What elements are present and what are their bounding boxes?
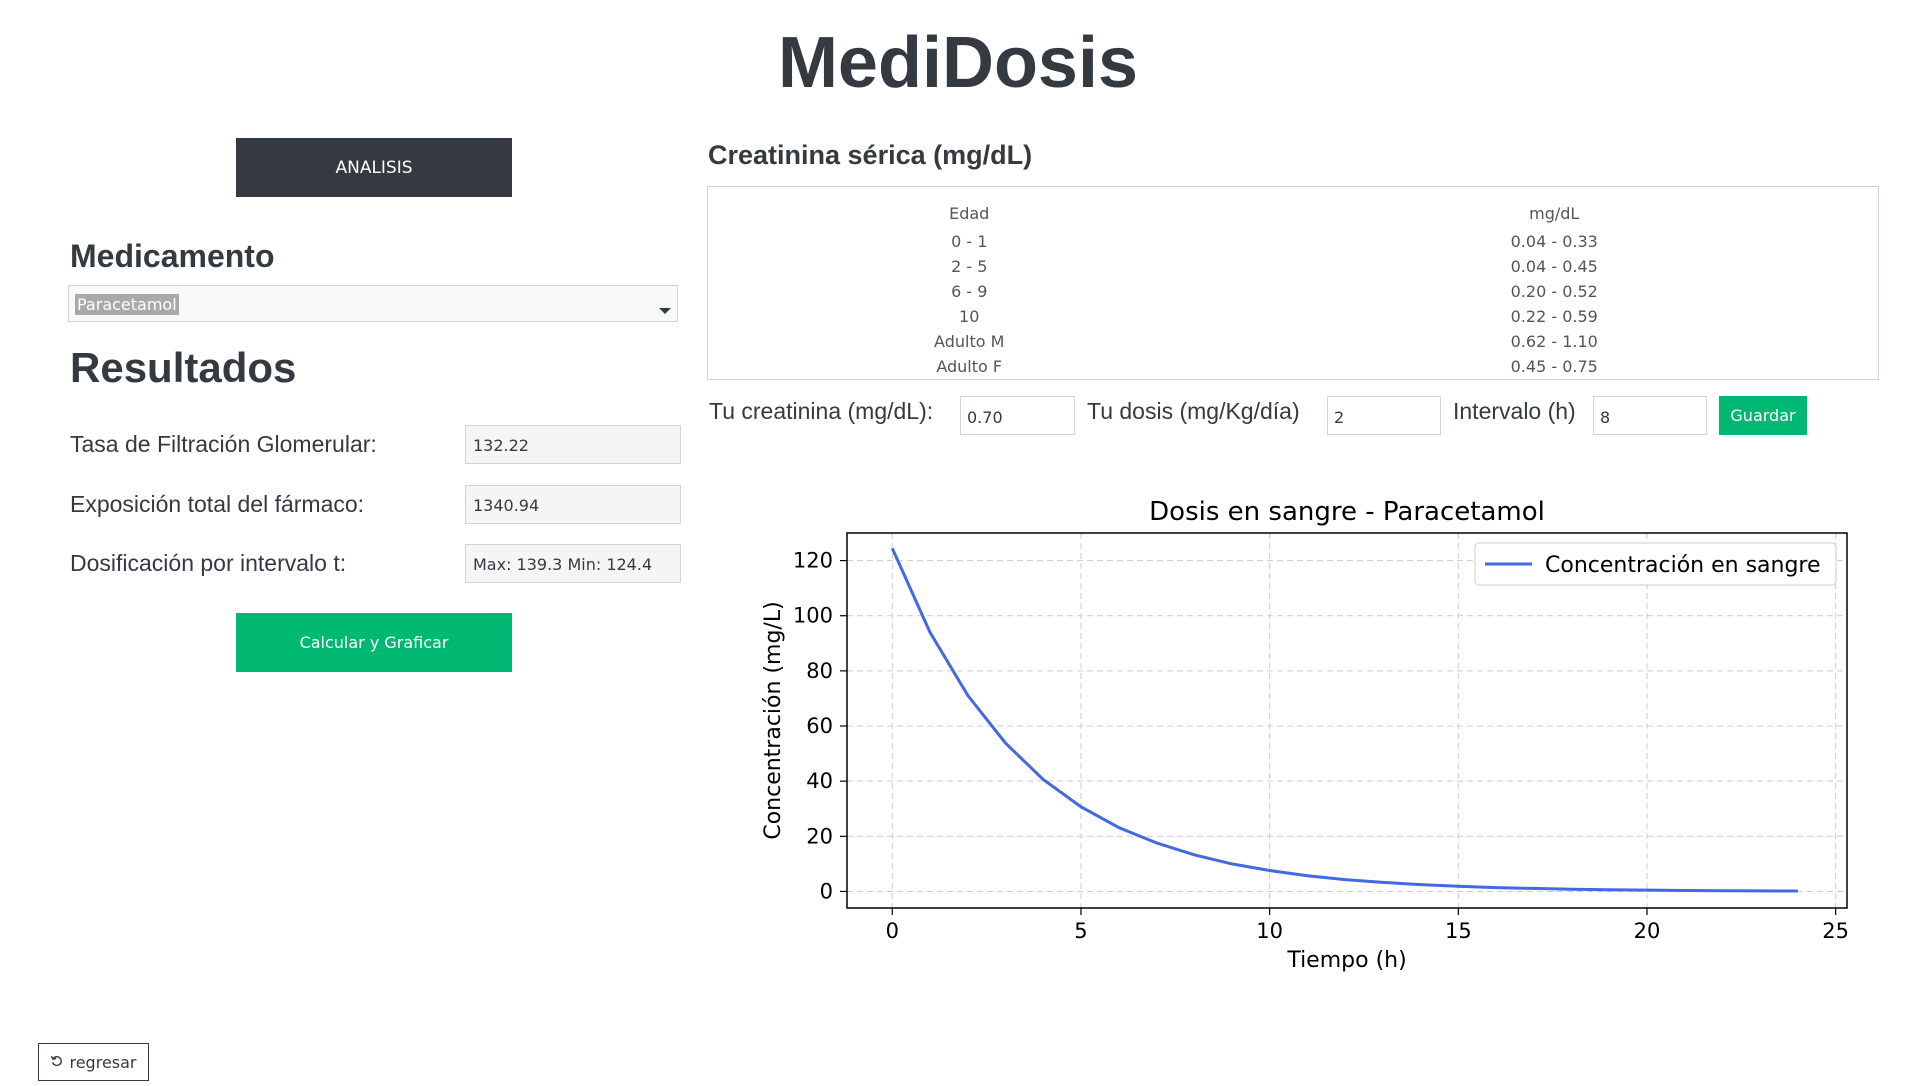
medicamento-select[interactable]: Paracetamol [68, 285, 678, 322]
table-row: Adulto M 0.62 - 1.10 [708, 329, 1878, 354]
series-line [890, 547, 1798, 893]
tfg-field[interactable]: 132.22 [465, 425, 681, 464]
x-tick-label: 20 [1634, 919, 1661, 943]
x-axis-label: Tiempo (h) [1286, 948, 1406, 973]
table-cell-range: 0.20 - 0.52 [1510, 282, 1598, 301]
table-row: 2 - 5 0.04 - 0.45 [708, 254, 1878, 279]
concentration-chart: Dosis en sangre - Paracetamol 0 5 10 15 20 25 0… [761, 497, 1849, 973]
plot-frame [846, 532, 1848, 909]
table-row: 0 - 1 0.04 - 0.33 [708, 229, 1878, 254]
creatinina-input[interactable]: 0.70 [960, 396, 1075, 435]
table-header-mgdl: mg/dL [1529, 203, 1580, 223]
y-tick-label: 40 [806, 769, 833, 793]
legend-box [1474, 542, 1837, 586]
y-tick-label: 60 [806, 714, 833, 738]
table-header-edad: Edad [949, 203, 990, 223]
table-cell-edad: 2 - 5 [951, 257, 988, 276]
x-tick-label: 10 [1256, 919, 1283, 943]
intervalo-label: Intervalo (h) [1453, 398, 1576, 424]
y-tick-label: 80 [806, 659, 833, 683]
x-tick-label: 15 [1445, 919, 1472, 943]
y-tick-label: 120 [793, 549, 833, 573]
y-axis-label: Concentración (mg/L) [761, 601, 786, 839]
table-cell-edad: 6 - 9 [951, 282, 988, 301]
intervalo-input[interactable]: 8 [1593, 396, 1707, 435]
medicamento-heading: Medicamento [70, 238, 275, 274]
table-cell-range: 0.04 - 0.45 [1510, 257, 1598, 276]
regresar-button[interactable]: regresar [38, 1043, 149, 1081]
creatinina-label: Tu creatinina (mg/dL): [709, 398, 934, 424]
dosificacion-label: Dosificación por intervalo t: [70, 550, 347, 576]
x-tick-label: 0 [886, 919, 899, 943]
table-cell-edad: Adulto M [934, 332, 1005, 351]
exposicion-label: Exposición total del fármaco: [70, 491, 365, 517]
table-cell-edad: 0 - 1 [951, 232, 988, 251]
table-cell-edad: 10 [959, 307, 980, 326]
table-cell-range: 0.62 - 1.10 [1510, 332, 1598, 351]
undo-icon [50, 1053, 64, 1072]
table-cell-range: 0.45 - 0.75 [1510, 357, 1598, 376]
legend-label: Concentración en sangre [1545, 553, 1821, 578]
table-cell-range: 0.22 - 0.59 [1510, 307, 1598, 326]
regresar-label: regresar [69, 1052, 137, 1072]
y-tick-label: 100 [793, 604, 833, 628]
table-row: Adulto F 0.45 - 0.75 [708, 354, 1878, 379]
analisis-button[interactable]: ANALISIS [236, 138, 512, 197]
tfg-label: Tasa de Filtración Glomerular: [70, 431, 377, 457]
creatinina-table: Edad mg/dL 0 - 1 0.04 - 0.33 2 - 5 0.04 … [707, 186, 1879, 380]
table-cell-range: 0.04 - 0.33 [1510, 232, 1598, 251]
resultados-heading: Resultados [70, 344, 297, 391]
y-tick-label: 0 [820, 879, 833, 903]
dosificacion-field[interactable]: Max: 139.3 Min: 124.4 [465, 544, 681, 583]
calcular-graficar-button[interactable]: Calcular y Graficar [236, 613, 512, 672]
x-tick-label: 5 [1074, 919, 1087, 943]
app-title: MediDosis [777, 23, 1139, 103]
x-tick-label: 25 [1822, 919, 1849, 943]
medicamento-selected-value: Paracetamol [75, 294, 179, 315]
chevron-down-icon [659, 308, 671, 314]
dosis-label: Tu dosis (mg/Kg/día) [1087, 398, 1300, 424]
y-tick-label: 20 [806, 824, 833, 848]
dosis-input[interactable]: 2 [1327, 396, 1441, 435]
table-row: 10 0.22 - 0.59 [708, 304, 1878, 329]
table-row: 6 - 9 0.20 - 0.52 [708, 279, 1878, 304]
table-cell-edad: Adulto F [936, 357, 1003, 376]
chart-title: Dosis en sangre - Paracetamol [1149, 497, 1545, 527]
creatinina-title: Creatinina sérica (mg/dL) [708, 140, 1033, 170]
exposicion-field[interactable]: 1340.94 [465, 485, 681, 524]
guardar-button[interactable]: Guardar [1719, 396, 1807, 435]
